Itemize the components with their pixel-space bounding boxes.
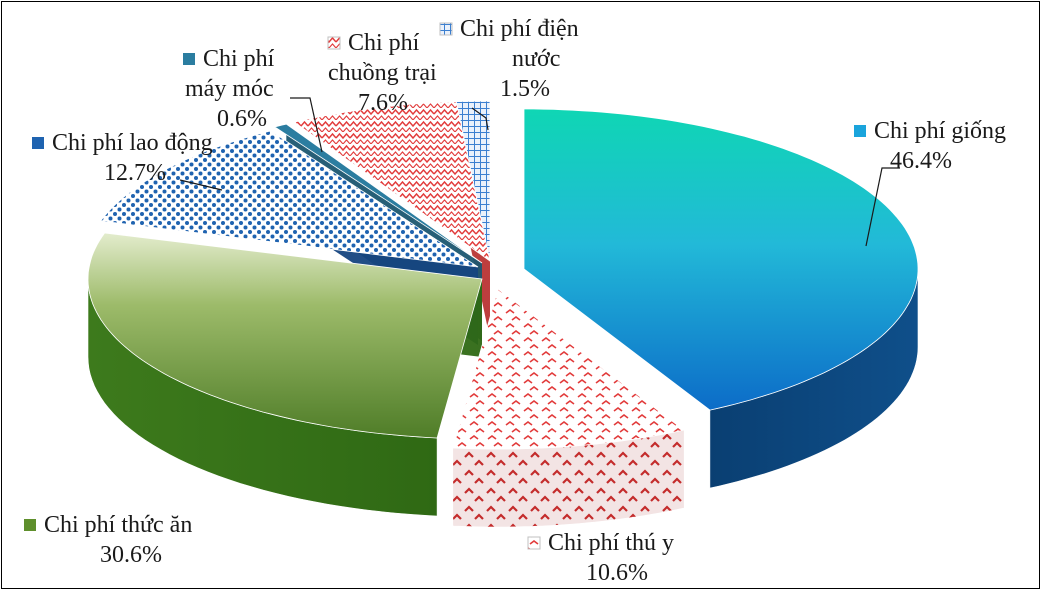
legend-marker-chi-phi-chuong-trai [327, 36, 341, 50]
legend-marker-chi-phi-thuc-an [24, 519, 36, 531]
slice-chi-phi-lao-dong [99, 130, 479, 268]
category-label-chi-phi-lao-dong: Chi phí lao động [52, 130, 213, 156]
category-label-chi-phi-may-moc-0: Chi phí [203, 46, 275, 72]
leader-lines [179, 97, 900, 247]
category-label-chi-phi-thuc-an: Chi phí thức ăn [44, 512, 192, 538]
data-label-chi-phi-giong: 46.4% [890, 148, 952, 174]
legend-marker-chi-phi-giong [854, 125, 866, 137]
data-label-chi-phi-dien-nuoc: 1.5% [500, 76, 550, 102]
category-label-chi-phi-thu-y: Chi phí thú y [548, 530, 674, 556]
legend-marker-chi-phi-thu-y [527, 536, 541, 550]
data-label-chi-phi-lao-dong: 12.7% [104, 160, 166, 186]
slice-chi-phi-may-moc [273, 123, 483, 264]
slice-chi-phi-thuc-an [87, 232, 483, 439]
leader-line-chi-phi-giong [865, 167, 900, 247]
slice-labels: Chi phí giống 46.4% Chi phí thú y 10.6% Chi … [24, 16, 1006, 586]
category-label-chi-phi-giong: Chi phí giống [874, 118, 1006, 144]
data-label-chi-phi-chuong-trai: 7.6% [358, 90, 408, 116]
pie-top-faces [87, 100, 919, 450]
slice-chi-phi-dien-nuoc [455, 100, 491, 262]
category-label-chi-phi-chuong-trai-1: chuồng trại [328, 60, 437, 86]
data-label-chi-phi-may-moc: 0.6% [217, 106, 267, 132]
slice-chi-phi-giong [523, 108, 919, 411]
leader-line-chi-phi-may-moc [290, 97, 323, 153]
legend-marker-chi-phi-may-moc [183, 53, 195, 65]
legend-marker-chi-phi-lao-dong [32, 137, 44, 149]
legend-marker-chi-phi-dien-nuoc [439, 22, 453, 36]
category-label-chi-phi-dien-nuoc-1: nước [512, 46, 560, 72]
data-label-chi-phi-thuc-an: 30.6% [100, 542, 162, 568]
slice-chi-phi-thu-y [452, 288, 685, 450]
category-label-chi-phi-chuong-trai-0: Chi phí [348, 30, 420, 56]
data-label-chi-phi-thu-y: 10.6% [586, 560, 648, 586]
category-label-chi-phi-may-moc-1: máy móc [185, 76, 274, 102]
leader-line-chi-phi-dien-nuoc [471, 107, 489, 131]
category-label-chi-phi-dien-nuoc-0: Chi phí điện [460, 16, 579, 42]
leader-line-chi-phi-lao-dong [179, 179, 223, 191]
